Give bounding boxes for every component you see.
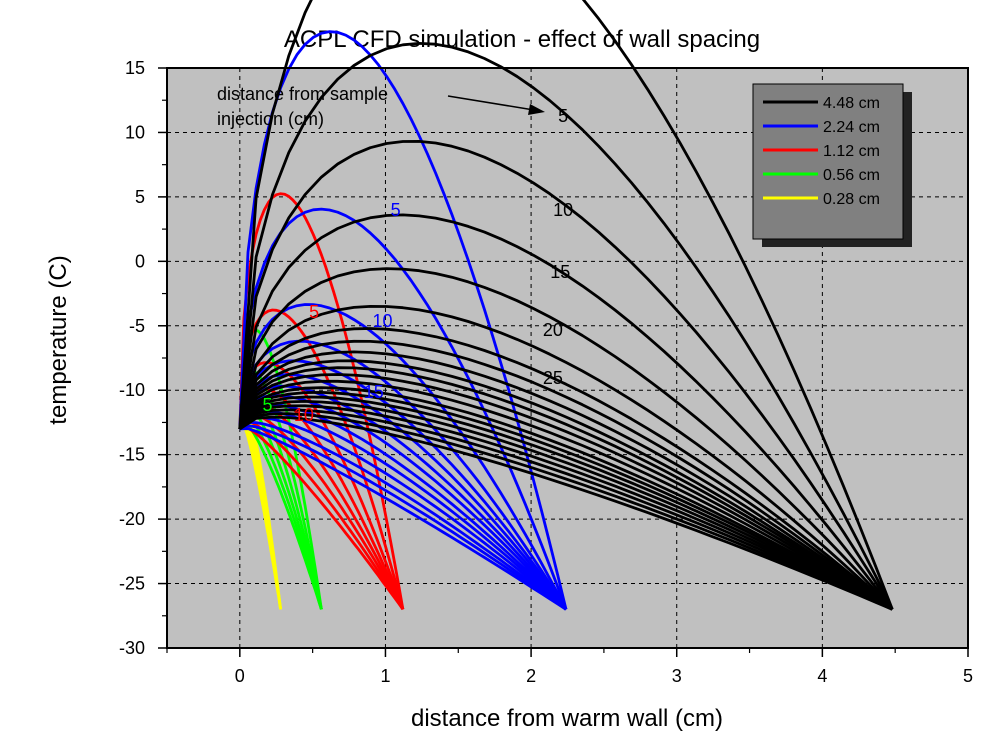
y-tick-label: 0 [135, 251, 145, 271]
y-tick-label: -5 [129, 316, 145, 336]
y-tick-label: 10 [125, 122, 145, 142]
series-line [238, 415, 567, 611]
series-line [238, 420, 405, 611]
series-line [238, 386, 894, 611]
series-line [238, 213, 894, 611]
series-line [238, 339, 894, 611]
series-line [238, 366, 894, 611]
curve-labels: 5 10 15 20 25 5 10 15 5 10 5 [262, 106, 573, 425]
legend-label: 2.24 cm [823, 119, 880, 136]
y-tick-label: -15 [119, 445, 145, 465]
series-4-48-cm [238, 0, 894, 611]
series-line [239, 424, 567, 611]
x-tick-label: 1 [380, 666, 390, 686]
series-line [238, 379, 894, 611]
legend-label: 4.48 cm [823, 95, 880, 112]
y-tick-label: 5 [135, 187, 145, 207]
curve-label: 25 [543, 368, 563, 388]
legend-label: 1.12 cm [823, 143, 880, 160]
curve-label: 5 [309, 302, 319, 322]
curve-label: 5 [262, 395, 272, 415]
series-line [238, 400, 893, 611]
x-tick-label: 4 [817, 666, 827, 686]
curve-label: 15 [550, 262, 570, 282]
series-line [238, 140, 894, 611]
curve-label: 20 [543, 320, 563, 340]
series-line [238, 327, 894, 611]
legend-label: 0.28 cm [823, 191, 880, 208]
series-line [238, 404, 893, 611]
series-line [238, 373, 894, 611]
series-line [238, 403, 567, 611]
annotation-line-2: injection (cm) [217, 109, 324, 129]
annotation-line-1: distance from sample [217, 84, 388, 104]
series-line [238, 420, 282, 610]
curves [238, 0, 894, 611]
legend-label: 0.56 cm [823, 167, 880, 184]
series-line [238, 305, 894, 611]
series-line [238, 192, 405, 610]
series-line [238, 384, 568, 611]
y-tick-label: -30 [119, 638, 145, 658]
series-line [238, 30, 568, 610]
series-line [239, 427, 567, 611]
x-tick-label: 3 [672, 666, 682, 686]
annotation-arrow [447, 95, 545, 115]
y-tick-label: -25 [119, 574, 145, 594]
curve-label: 10 [294, 405, 314, 425]
curve-label: 5 [391, 200, 401, 220]
legend-box [752, 83, 904, 240]
series-line [238, 0, 894, 610]
x-tick-label: 0 [235, 666, 245, 686]
series-line [239, 415, 893, 611]
x-tick-label: 5 [963, 666, 973, 686]
axis-ticks [158, 67, 969, 657]
series-line [238, 350, 894, 611]
series-line [238, 408, 893, 611]
y-tick-label: 15 [125, 58, 145, 78]
y-tick-label: -10 [119, 380, 145, 400]
x-tick-label: 2 [526, 666, 536, 686]
x-axis-label: distance from warm wall (cm) [411, 705, 723, 732]
series-line [238, 303, 568, 610]
y-tick-label: -20 [119, 509, 145, 529]
tick-labels: 0 1 2 3 4 5 -30 -25 -20 -15 -10 -5 0 5 10 15 [119, 58, 973, 686]
y-axis-label: temperature (C) [45, 255, 72, 424]
series-line [238, 42, 894, 610]
curve-label: 10 [553, 200, 573, 220]
curve-label: 5 [558, 106, 568, 126]
series-line [238, 359, 894, 611]
series-line [238, 420, 567, 611]
curve-label: 10 [373, 311, 393, 331]
series-line [239, 424, 405, 611]
curve-label: 15 [364, 382, 384, 402]
series-line [238, 412, 893, 611]
legend: 4.48 cm 2.24 cm 1.12 cm 0.56 cm 0.28 cm [752, 83, 912, 247]
series-line [238, 412, 405, 610]
series-line [238, 391, 893, 611]
series-line [238, 395, 893, 611]
series-line [238, 267, 894, 611]
